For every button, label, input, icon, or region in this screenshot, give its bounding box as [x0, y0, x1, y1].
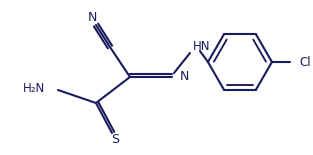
Text: N: N	[180, 69, 189, 82]
Text: S: S	[111, 133, 119, 146]
Text: N: N	[87, 11, 97, 24]
Text: H₂N: H₂N	[23, 82, 45, 95]
Text: Cl: Cl	[299, 55, 310, 69]
Text: HN: HN	[193, 40, 210, 53]
